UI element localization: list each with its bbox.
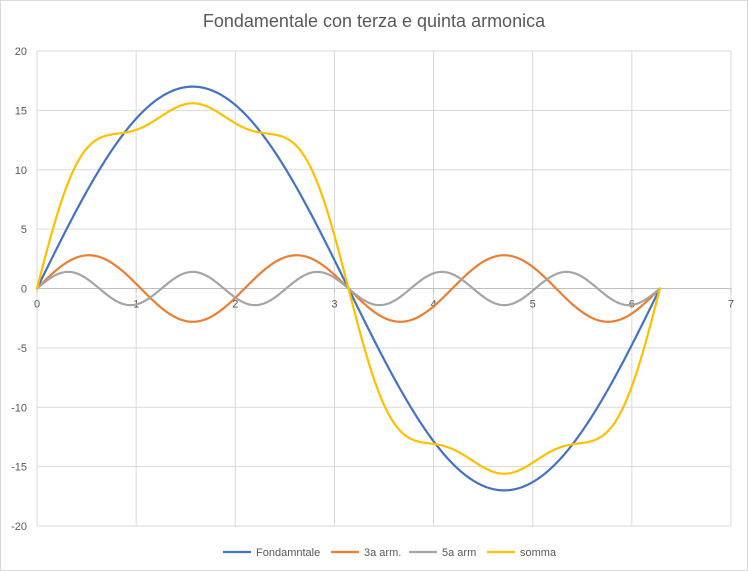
y-tick-label: 10 [15,165,27,177]
y-tick-label: 5 [21,224,27,236]
legend-label: somma [520,547,557,559]
y-tick-label: -5 [17,343,27,355]
x-tick-label: 2 [232,299,238,311]
series-lines [35,85,662,492]
y-tick-label: 0 [21,284,27,296]
x-tick-label: 7 [728,299,734,311]
x-tick-label: 3 [331,299,337,311]
series-line-4 [35,102,662,475]
legend-label: Fondamntale [256,547,320,559]
x-tick-label: 4 [431,299,437,311]
legend: Fondamntale 3a arm. 5a arm somma [223,547,557,559]
y-tick-label: -15 [11,462,27,474]
x-tick-label: 5 [530,299,536,311]
y-tick-label: 15 [15,105,27,117]
legend-label: 3a arm. [364,547,401,559]
y-tick-label: 20 [15,46,27,58]
chart-title: Fondamentale con terza e quinta armonica [202,11,546,31]
y-tick-label: -10 [11,402,27,414]
y-tick-label: -20 [11,521,27,533]
x-tick-label: 0 [34,299,40,311]
legend-label: 5a arm [442,547,476,559]
